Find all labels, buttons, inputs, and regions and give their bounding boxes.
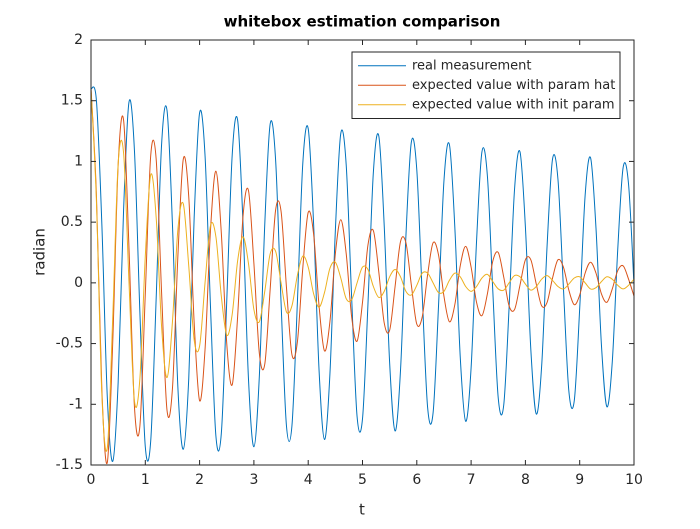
y-tick-label: 0.5 xyxy=(61,214,83,230)
x-tick-label: 4 xyxy=(304,472,313,488)
chart-title: whitebox estimation comparison xyxy=(224,13,501,31)
y-tick-label: 1 xyxy=(74,153,83,169)
y-tick-label: 2 xyxy=(74,32,83,48)
y-axis-label: radian xyxy=(31,228,49,276)
x-tick-label: 1 xyxy=(141,472,150,488)
y-tick-label: 1.5 xyxy=(61,93,83,109)
y-tick-label: -0.5 xyxy=(56,336,83,352)
x-tick-label: 6 xyxy=(412,472,421,488)
x-tick-label: 3 xyxy=(249,472,258,488)
x-tick-label: 8 xyxy=(521,472,530,488)
y-tick-label: -1.5 xyxy=(56,457,83,473)
x-tick-label: 9 xyxy=(575,472,584,488)
x-tick-label: 7 xyxy=(467,472,476,488)
legend-label: expected value with param hat xyxy=(412,78,615,93)
series-line xyxy=(91,88,634,452)
y-tick-label: 0 xyxy=(74,275,83,291)
y-tick-label: -1 xyxy=(69,396,83,412)
series-line xyxy=(91,88,634,465)
legend-label: real measurement xyxy=(412,58,531,73)
x-tick-label: 5 xyxy=(358,472,367,488)
x-tick-label: 2 xyxy=(195,472,204,488)
x-tick-label: 10 xyxy=(625,472,643,488)
legend: real measurement expected value with para… xyxy=(351,51,621,119)
x-tick-label: 0 xyxy=(87,472,96,488)
x-axis-label: t xyxy=(359,501,365,519)
legend-label: expected value with init param xyxy=(412,97,615,112)
